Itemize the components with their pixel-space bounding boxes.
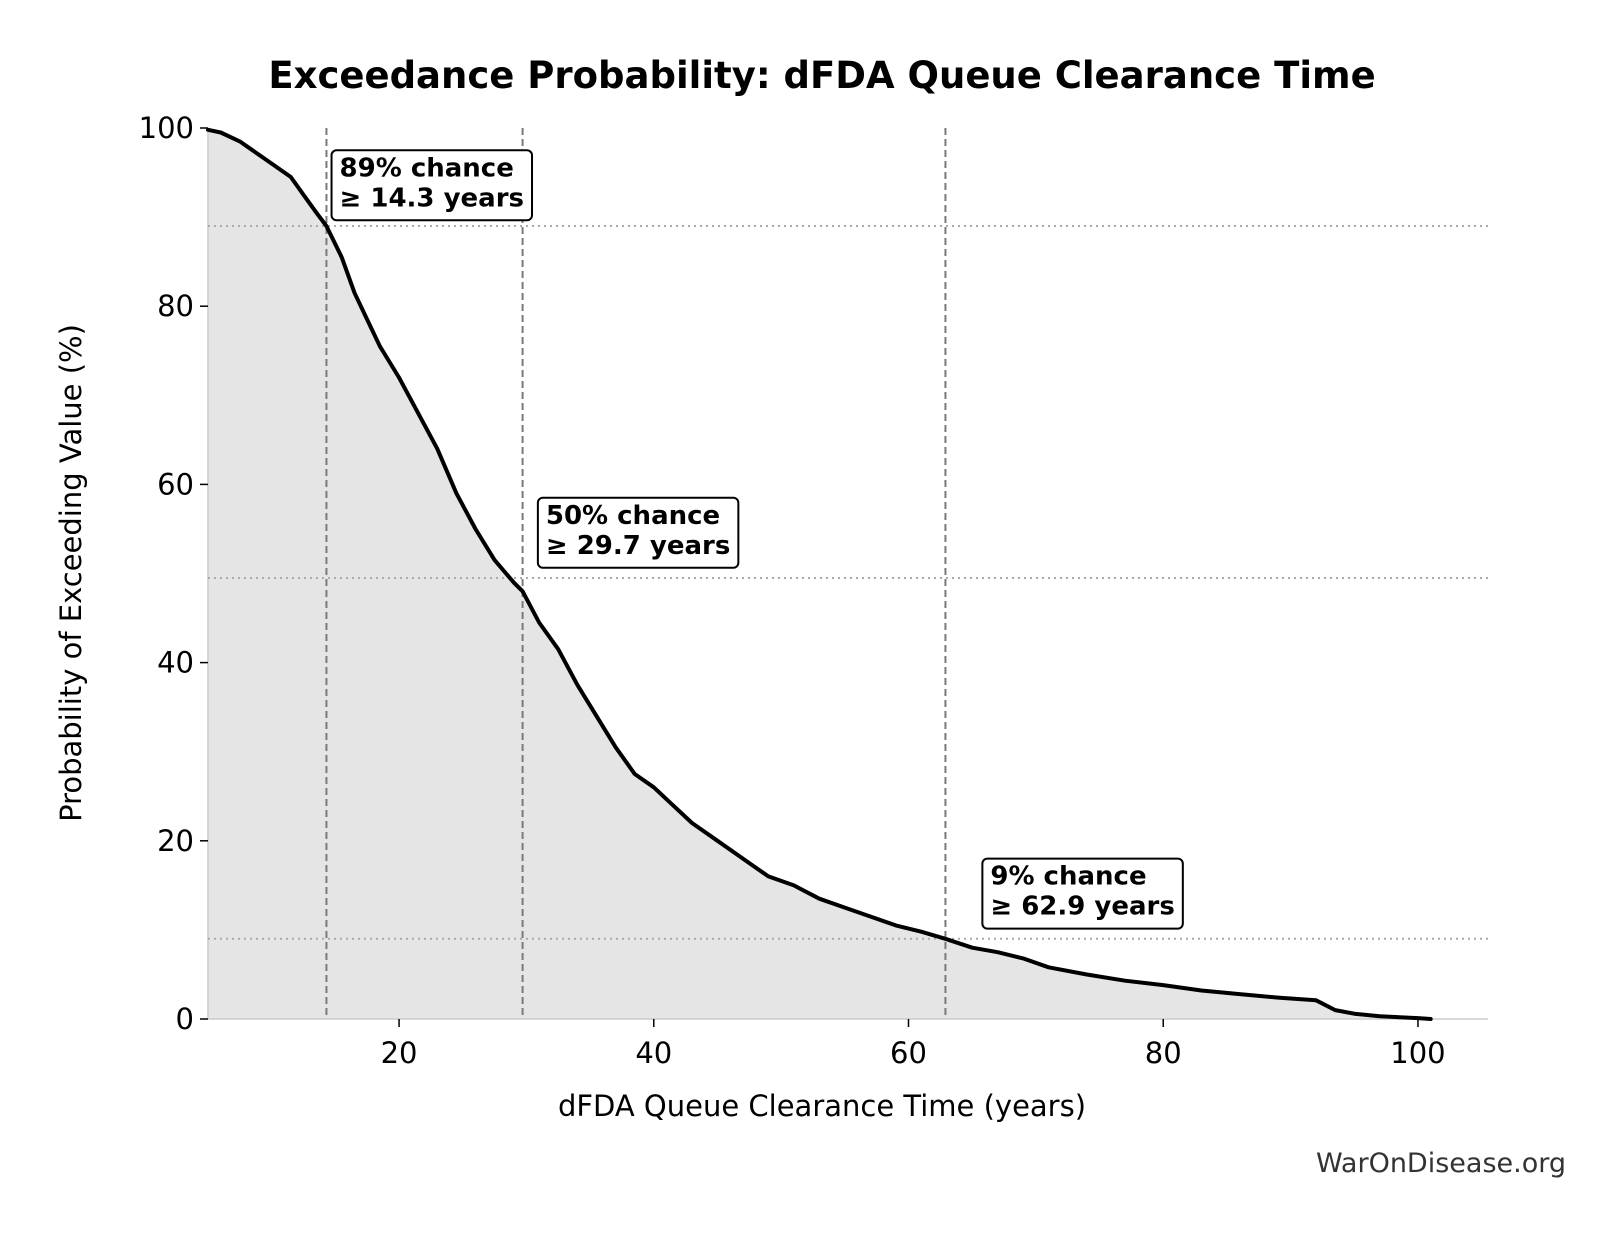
y-axis-label: Probability of Exceeding Value (%)	[54, 324, 88, 822]
annotation-box	[330, 149, 534, 222]
area-fill	[208, 129, 1431, 1020]
annotation-box	[536, 496, 740, 569]
x-tick-label: 40	[635, 1036, 672, 1070]
annotation-text: 9% chance	[990, 862, 1146, 892]
annotation-box	[981, 857, 1184, 930]
annotation: 89% chance≥ 14.3 years	[330, 149, 534, 222]
annotation: 50% chance≥ 29.7 years	[536, 496, 740, 569]
y-tick-label: 0	[176, 1002, 194, 1036]
annotation: 9% chance≥ 62.9 years	[981, 857, 1184, 930]
source-credit: WarOnDisease.org	[1315, 1148, 1566, 1179]
annotation-text: ≥ 14.3 years	[340, 183, 524, 213]
annotation-text: 50% chance	[546, 501, 720, 531]
plot-area: 0 20 40 60 80 100 20 40 60 80 100 89% chance≥ 14.3 …	[139, 111, 1488, 1070]
x-tick-label: 100	[1390, 1036, 1445, 1070]
annotation-text: ≥ 62.9 years	[990, 892, 1174, 922]
x-tick-label: 20	[381, 1036, 418, 1070]
chart-title: Exceedance Probability: dFDA Queue Clear…	[268, 54, 1375, 97]
x-axis-label: dFDA Queue Clearance Time (years)	[558, 1089, 1086, 1123]
y-tick-label: 40	[157, 646, 194, 680]
y-tick-label: 20	[157, 824, 194, 858]
x-tick-label: 60	[890, 1036, 927, 1070]
y-tick-label: 100	[139, 111, 194, 145]
y-tick-label: 80	[157, 289, 194, 323]
y-tick-label: 60	[157, 467, 194, 501]
data-line	[206, 127, 1433, 1021]
x-tick-label: 80	[1145, 1036, 1182, 1070]
annotation-text: 89% chance	[340, 153, 514, 183]
annotation-text: ≥ 29.7 years	[546, 531, 730, 561]
